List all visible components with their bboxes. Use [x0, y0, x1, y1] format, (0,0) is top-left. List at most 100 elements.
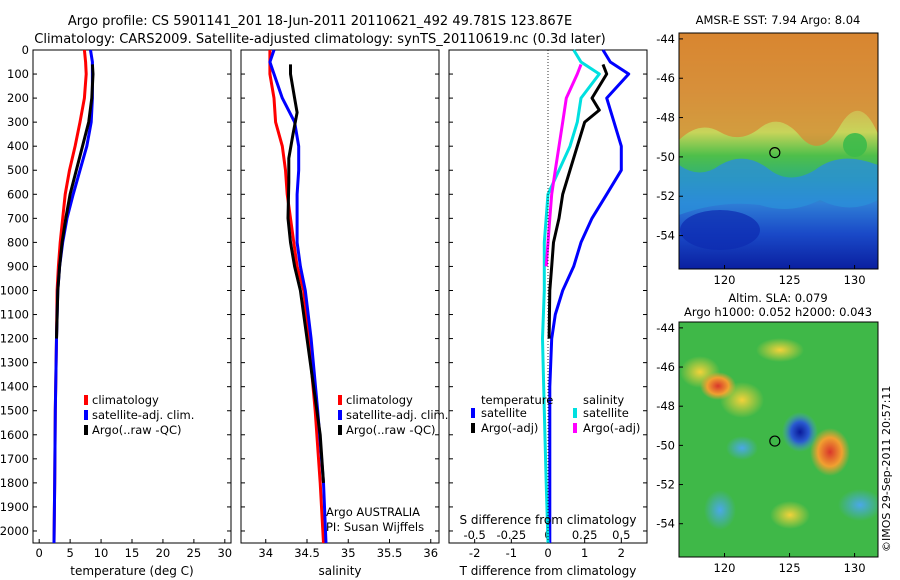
map-y-tick-label: -52: [656, 478, 675, 492]
map-y-tick-label: -50: [656, 438, 675, 452]
y-tick-label: 1500: [0, 404, 29, 418]
y-tick-label: 1900: [0, 500, 29, 514]
map-x-tick-label: 125: [779, 561, 801, 575]
series-line-satellite-adj-clim-: [268, 49, 328, 544]
sla-map-title-line2: Argo h1000: 0.052 h2000: 0.043: [684, 305, 872, 319]
map-y-tick-label: -46: [656, 71, 675, 85]
salinity-legend: climatology satellite-adj. clim. Argo(..…: [338, 393, 448, 437]
y-tick-label: 300: [7, 115, 29, 129]
x-tick-label: 25: [187, 546, 202, 560]
map-x-tick-label: 120: [714, 561, 736, 575]
pi-annotation: PI: Susan Wijffels: [326, 520, 424, 534]
map-y-tick-label: -54: [656, 517, 675, 531]
top-tick-label: 0.25: [572, 528, 598, 542]
y-tick-label: 800: [7, 235, 29, 249]
x-tick-label: -2: [469, 546, 480, 560]
top-tick-label: -0.5: [463, 528, 485, 542]
legend-label-sal-satellite: satellite: [583, 406, 629, 420]
argo-program-annotation: Argo AUSTRALIA: [326, 505, 420, 519]
map-y-tick-label: -54: [656, 229, 675, 243]
top-tick-label: -0.25: [496, 528, 526, 542]
watermark: ©IMOS 29-Sep-2011 20:57:11: [880, 386, 893, 552]
x-tick-label: 36: [423, 546, 438, 560]
map-y-tick-label: -44: [656, 321, 675, 335]
legend-label-climatology: climatology: [92, 393, 159, 407]
difference-legend: temperature satellite Argo(-adj) salinit…: [471, 393, 640, 435]
y-tick-label: 1800: [0, 476, 29, 490]
x-tick-label: 15: [125, 546, 140, 560]
x-tick-label: 2: [618, 546, 625, 560]
top-tick-label: 0.5: [612, 528, 630, 542]
y-tick-label: 0: [22, 43, 29, 57]
legend-swatch-argo: [84, 425, 88, 435]
y-tick-label: 1200: [0, 332, 29, 346]
salinity-xlabel: salinity: [318, 564, 361, 578]
map-y-tick-label: -50: [656, 150, 675, 164]
legend-label-satellite: satellite-adj. clim.: [346, 408, 448, 422]
sla-map-title-line1: Altim. SLA: 0.079: [728, 291, 827, 305]
y-tick-label: 1300: [0, 356, 29, 370]
x-tick-label: 10: [94, 546, 109, 560]
map-y-tick-label: -48: [656, 111, 675, 125]
y-tick-label: 700: [7, 211, 29, 225]
y-tick-label: 400: [7, 139, 29, 153]
y-tick-label: 500: [7, 163, 29, 177]
x-tick-label: 34: [258, 546, 273, 560]
header-line1: Argo profile: CS 5901141_201 18-Jun-2011…: [68, 14, 572, 29]
x-tick-label: 20: [156, 546, 171, 560]
difference-chart: -2 -1 0 1 2-0.5 -0.25 0 0.25 0.5: [449, 49, 647, 560]
y-tick-label: 1000: [0, 283, 29, 297]
x-tick-label: 0: [36, 546, 43, 560]
map-y-tick-label: -46: [656, 360, 675, 374]
legend-swatch-climatology: [84, 395, 88, 405]
float-position-marker: [769, 435, 781, 447]
legend-swatch-temp-argo: [471, 423, 475, 433]
x-tick-label: 34.5: [294, 546, 320, 560]
sst-map-title: AMSR-E SST: 7.94 Argo: 8.04: [696, 13, 861, 27]
legend-swatch-argo: [338, 425, 342, 435]
map-y-tick-label: -48: [656, 399, 675, 413]
y-tick-label: 1600: [0, 428, 29, 442]
y-tick-label: 1700: [0, 452, 29, 466]
legend-label-climatology: climatology: [346, 393, 413, 407]
y-tick-label: 600: [7, 187, 29, 201]
y-tick-label: 2000: [0, 524, 29, 538]
legend-swatch-sal-argo: [573, 423, 577, 433]
legend-label-satellite: satellite-adj. clim.: [92, 408, 194, 422]
sst-map-axes: 120 125 130 -44 -46 -48 -50 -52 -54: [656, 32, 865, 287]
temperature-panel: [32, 49, 232, 544]
float-position-marker: [769, 146, 781, 159]
legend-label-argo: Argo(..raw -QC): [346, 423, 436, 437]
map-x-tick-label: 130: [844, 273, 866, 287]
x-tick-label: 5: [66, 546, 73, 560]
temperature-xlabel: temperature (deg C): [70, 564, 193, 578]
series-line-salinity-argo-adj-: [544, 63, 583, 267]
temperature-chart: 0 5 10 15 20 25 300100200300400500600700800900…: [0, 43, 232, 560]
legend-title-salinity: salinity: [583, 393, 624, 407]
map-x-tick-label: 120: [714, 273, 736, 287]
map-y-tick-label: -52: [656, 189, 675, 203]
x-tick-label: 35: [341, 546, 356, 560]
y-tick-label: 900: [7, 259, 29, 273]
legend-swatch-satellite: [338, 410, 342, 420]
salinity-chart: 34 34.5 35 35.5 36: [241, 49, 439, 560]
x-tick-label: 30: [217, 546, 232, 560]
legend-swatch-satellite: [84, 410, 88, 420]
series-line-temperature-satellite: [548, 49, 631, 543]
sla-map-axes: 120 125 130 -44 -46 -48 -50 -52 -54: [656, 321, 865, 575]
y-tick-label: 100: [7, 67, 29, 81]
temperature-legend: climatology satellite-adj. clim. Argo(..…: [84, 393, 194, 437]
y-tick-label: 1100: [0, 308, 29, 322]
x-tick-label: 1: [581, 546, 588, 560]
legend-swatch-climatology: [338, 395, 342, 405]
series-line-argo-raw-qc-: [286, 64, 325, 484]
legend-title-temperature: temperature: [481, 393, 553, 407]
sst-map-frame: [678, 32, 879, 270]
sst-map-image: [679, 33, 878, 269]
legend-swatch-temp-satellite: [471, 408, 475, 418]
y-tick-label: 1400: [0, 380, 29, 394]
x-tick-label: 35.5: [377, 546, 403, 560]
series-line-climatology: [268, 50, 325, 544]
sla-map-image: [679, 322, 878, 557]
